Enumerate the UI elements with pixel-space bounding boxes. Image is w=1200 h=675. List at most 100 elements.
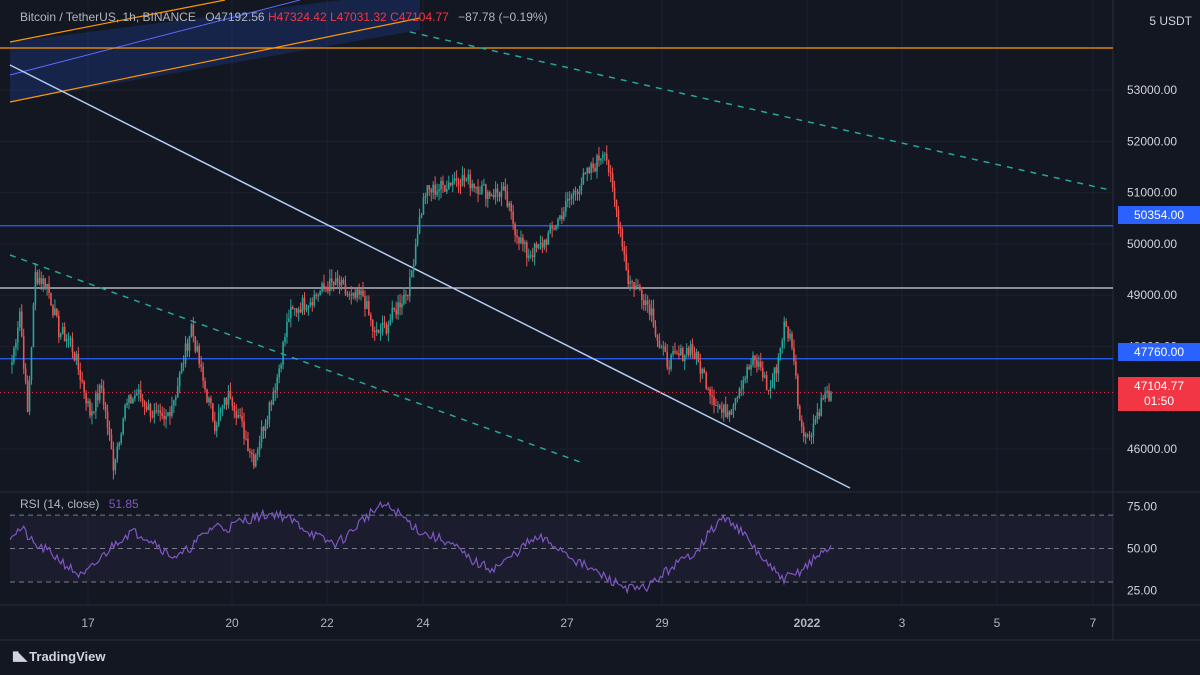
candle-body	[485, 184, 487, 200]
candle-body	[182, 363, 185, 365]
candle-body	[424, 195, 427, 198]
candle-body	[822, 398, 824, 400]
candle-body	[143, 401, 146, 407]
candle-body	[444, 185, 446, 192]
candle-body	[358, 289, 360, 295]
candle-body	[98, 385, 101, 401]
candle-body	[736, 397, 739, 399]
candle-body	[682, 348, 684, 362]
candle-body	[159, 410, 161, 413]
candle-body	[36, 272, 39, 284]
candle-body	[535, 243, 538, 248]
candle-body	[643, 300, 645, 306]
candle-body	[200, 364, 202, 367]
rsi-tick-label: 25.00	[1127, 583, 1157, 597]
candle-body	[79, 369, 82, 380]
candle-body	[644, 300, 647, 306]
candle-body	[709, 389, 711, 396]
candle-body	[656, 335, 659, 341]
candle-body	[155, 410, 158, 412]
candle-body	[565, 200, 567, 212]
candle-body	[391, 307, 394, 320]
candle-body	[34, 272, 37, 305]
candle-body	[463, 175, 466, 181]
candle-body	[134, 395, 136, 399]
candle-body	[91, 411, 93, 416]
candle-body	[543, 239, 546, 248]
candle-body	[256, 449, 259, 455]
candle-body	[551, 226, 553, 229]
candle-body	[590, 163, 592, 173]
candle-body	[387, 324, 390, 334]
candle-body	[611, 173, 614, 188]
candle-body	[814, 419, 817, 424]
candle-body	[442, 181, 444, 186]
candle-body	[132, 398, 134, 404]
candle-body	[362, 290, 364, 297]
candle-body	[533, 243, 536, 258]
candle-body	[20, 311, 23, 337]
candle-body	[742, 380, 745, 389]
tradingview-logo[interactable]: ▮◣ TradingView	[12, 648, 106, 664]
last-price-badge: 47104.77 01:50	[1118, 377, 1200, 411]
candle-body	[317, 295, 319, 297]
candle-body	[313, 294, 316, 306]
candle-body	[15, 342, 17, 348]
candle-body	[650, 308, 653, 316]
rsi-label[interactable]: RSI (14, close)	[20, 497, 100, 511]
candle-body	[481, 185, 483, 194]
candle-body	[247, 438, 249, 452]
lower-level-badge: 47760.00	[1118, 343, 1200, 361]
candle-body	[186, 343, 189, 351]
candle-body	[436, 191, 438, 195]
currency-label[interactable]: 5 USDT	[1149, 14, 1192, 28]
candle-body	[549, 226, 551, 233]
candle-body	[453, 178, 456, 182]
candle-body	[467, 174, 470, 180]
candle-body	[685, 347, 688, 355]
candle-body	[262, 427, 265, 432]
channel-lower-line	[9, 17, 421, 103]
candle-body	[627, 270, 629, 284]
candle-body	[268, 402, 271, 420]
candle-body	[711, 395, 713, 397]
candle-body	[202, 366, 204, 381]
candle-body	[17, 327, 19, 343]
candle-body	[812, 423, 815, 437]
candle-body	[237, 415, 239, 418]
candle-body	[522, 237, 524, 245]
candle-body	[555, 226, 557, 230]
candle-body	[38, 278, 41, 284]
rsi-series-line	[9, 500, 832, 595]
candle-body	[206, 389, 208, 403]
symbol-title[interactable]: Bitcoin / TetherUS, 1h, BINANCE	[20, 10, 196, 24]
candle-body	[691, 344, 694, 353]
candle-body	[405, 294, 407, 296]
candle-body	[641, 290, 643, 301]
candle-body	[721, 408, 723, 413]
candle-body	[52, 305, 54, 316]
candle-body	[278, 368, 280, 378]
candle-body	[389, 319, 392, 325]
candle-body	[830, 392, 832, 401]
candle-body	[83, 381, 85, 393]
candle-body	[451, 181, 454, 186]
last-price-value: 47104.77	[1133, 379, 1185, 393]
candle-body	[196, 346, 199, 352]
candle-body	[356, 289, 358, 298]
candle-body	[787, 326, 789, 339]
candle-body	[270, 402, 273, 405]
rsi-tick-label: 50.00	[1127, 542, 1157, 556]
candle-body	[385, 323, 388, 334]
candle-body	[332, 282, 335, 285]
candle-body	[290, 306, 292, 319]
candle-body	[149, 403, 152, 417]
candle-body	[529, 255, 532, 257]
candle-body	[487, 191, 489, 200]
candle-body	[826, 390, 828, 394]
candle-body	[235, 410, 238, 418]
candle-body	[383, 323, 386, 325]
candle-body	[687, 347, 690, 356]
high-value: H47324.42	[267, 10, 327, 24]
